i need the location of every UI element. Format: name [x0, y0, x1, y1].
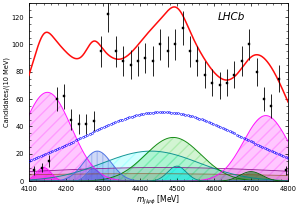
X-axis label: $m_{J/\psi\phi}$ [MeV]: $m_{J/\psi\phi}$ [MeV]	[136, 193, 181, 206]
Y-axis label: Candidates/(10 MeV): Candidates/(10 MeV)	[4, 57, 10, 127]
Text: LHCb: LHCb	[218, 12, 245, 22]
